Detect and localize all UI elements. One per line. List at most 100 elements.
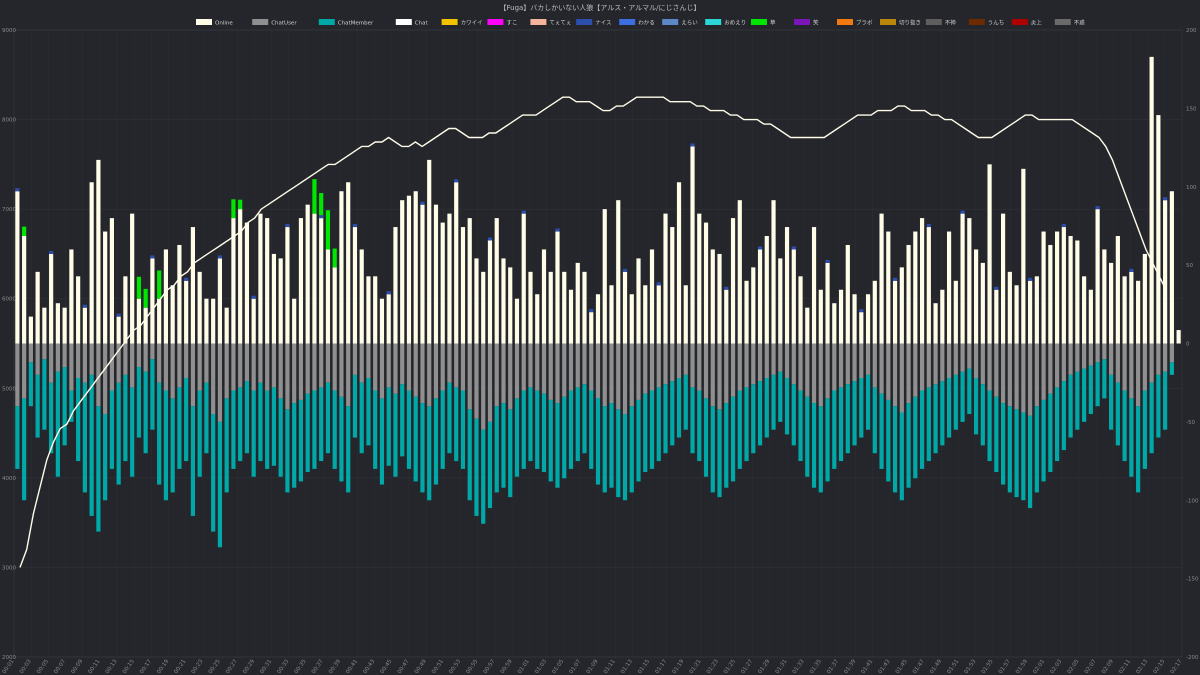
chatmember-bar xyxy=(913,396,918,479)
legend-label: 切り抜き xyxy=(899,19,921,27)
x-tick: 01:03 xyxy=(534,658,548,675)
chatuser-bar xyxy=(123,343,128,375)
chatmember-bar xyxy=(352,374,358,438)
x-tick: 02:07 xyxy=(1084,658,1098,675)
legend-label: ChatUser xyxy=(271,21,297,27)
chatmember-bar xyxy=(737,390,742,469)
online-bar xyxy=(1109,262,1114,344)
chatmember-bar xyxy=(521,390,526,469)
chatuser-bar xyxy=(427,343,432,407)
legend-item: おめえり xyxy=(705,19,746,27)
chatuser-bar xyxy=(602,343,607,407)
chat-bar-nice xyxy=(926,224,931,228)
online-bar xyxy=(730,218,736,344)
online-bar xyxy=(629,294,634,344)
chatuser-bar xyxy=(1136,343,1141,407)
legend-label: えらい xyxy=(681,20,698,27)
chatuser-bar xyxy=(379,343,385,399)
chatuser-bar xyxy=(926,343,931,388)
legend-item: ChatMember xyxy=(318,19,374,27)
chatmember-bar xyxy=(177,387,182,469)
x-tick: 02:15 xyxy=(1152,658,1166,675)
x-tick: 00:13 xyxy=(105,658,119,675)
chatuser-bar xyxy=(325,343,331,383)
online-bar xyxy=(332,267,337,344)
chatuser-bar xyxy=(15,343,20,407)
chatmember-bar xyxy=(190,406,196,516)
chatuser-bar xyxy=(1129,343,1134,399)
chatmember-bar xyxy=(1061,381,1066,451)
chatmember-bar xyxy=(433,398,439,485)
legend-item: カワイイ xyxy=(441,19,483,27)
y-right-tick: -150 xyxy=(1186,577,1199,583)
chat-bar-kusa xyxy=(136,276,141,299)
chatuser-bar xyxy=(217,343,223,422)
chatuser-bar xyxy=(211,343,216,415)
x-tick: 00:47 xyxy=(397,658,411,675)
chatmember-bar xyxy=(595,398,601,485)
online-bar xyxy=(818,289,823,344)
chat-bar-kusa xyxy=(332,248,337,268)
chatmember-bar xyxy=(447,382,452,454)
online-bar xyxy=(1061,227,1066,344)
chatmember-bar xyxy=(339,396,344,482)
x-tick: 02:01 xyxy=(1032,659,1046,675)
chatmember-bar xyxy=(629,406,634,493)
online-bar xyxy=(393,227,398,344)
online-bar xyxy=(379,298,385,344)
online-bar xyxy=(859,312,864,344)
chat-bar-nice xyxy=(960,210,965,214)
chatmember-bar xyxy=(683,374,688,430)
x-tick: 01:09 xyxy=(586,658,600,675)
chatmember-bar xyxy=(467,409,472,501)
online-bar xyxy=(1068,236,1073,344)
chatmember-bar xyxy=(1156,374,1161,438)
x-tick: 01:59 xyxy=(1015,658,1029,675)
chatmember-bar xyxy=(568,390,574,469)
chatmember-bar xyxy=(1142,390,1147,469)
online-bar xyxy=(865,294,871,344)
online-bar xyxy=(42,307,47,344)
chatmember-bar xyxy=(217,421,223,548)
online-bar xyxy=(346,182,351,344)
x-tick: 02:05 xyxy=(1067,658,1081,675)
chat-bar-kusa xyxy=(319,193,324,219)
online-bar xyxy=(35,271,40,344)
chat-bar-nice xyxy=(589,309,594,313)
x-tick: 00:29 xyxy=(242,658,256,675)
legend-swatch xyxy=(441,19,458,25)
online-bar xyxy=(676,182,682,344)
online-bar xyxy=(670,227,675,344)
x-tick: 00:43 xyxy=(362,658,376,675)
online-bar xyxy=(643,285,648,344)
chatuser-bar xyxy=(440,343,445,391)
chatuser-bar xyxy=(562,343,567,397)
chatuser-bar xyxy=(906,343,911,404)
online-bar xyxy=(724,289,729,344)
x-tick: 01:49 xyxy=(929,658,943,675)
chatuser-bar xyxy=(1149,343,1154,383)
chatmember-bar xyxy=(926,387,931,462)
chatuser-bar xyxy=(312,343,317,391)
chatmember-bar xyxy=(582,384,587,454)
chatuser-bar xyxy=(55,343,60,372)
chatuser-bar xyxy=(805,343,810,397)
chat-bar-nice xyxy=(150,255,155,259)
chatuser-bar xyxy=(150,343,155,360)
chatuser-bar xyxy=(946,343,952,378)
online-bar xyxy=(1149,56,1154,344)
online-bar xyxy=(852,294,857,344)
online-bar xyxy=(994,289,999,344)
chatuser-bar xyxy=(271,343,277,388)
online-bar xyxy=(575,262,580,344)
chatmember-bar xyxy=(184,377,189,462)
chatmember-bar xyxy=(379,398,385,485)
chatmember-bar xyxy=(400,384,405,457)
online-bar xyxy=(62,307,67,344)
x-tick: 01:17 xyxy=(654,658,668,675)
chatmember-bar xyxy=(575,387,580,462)
chatuser-bar xyxy=(514,343,520,399)
online-bar xyxy=(514,298,520,344)
chatmember-bar xyxy=(724,403,729,488)
x-tick: 00:03 xyxy=(19,658,33,675)
